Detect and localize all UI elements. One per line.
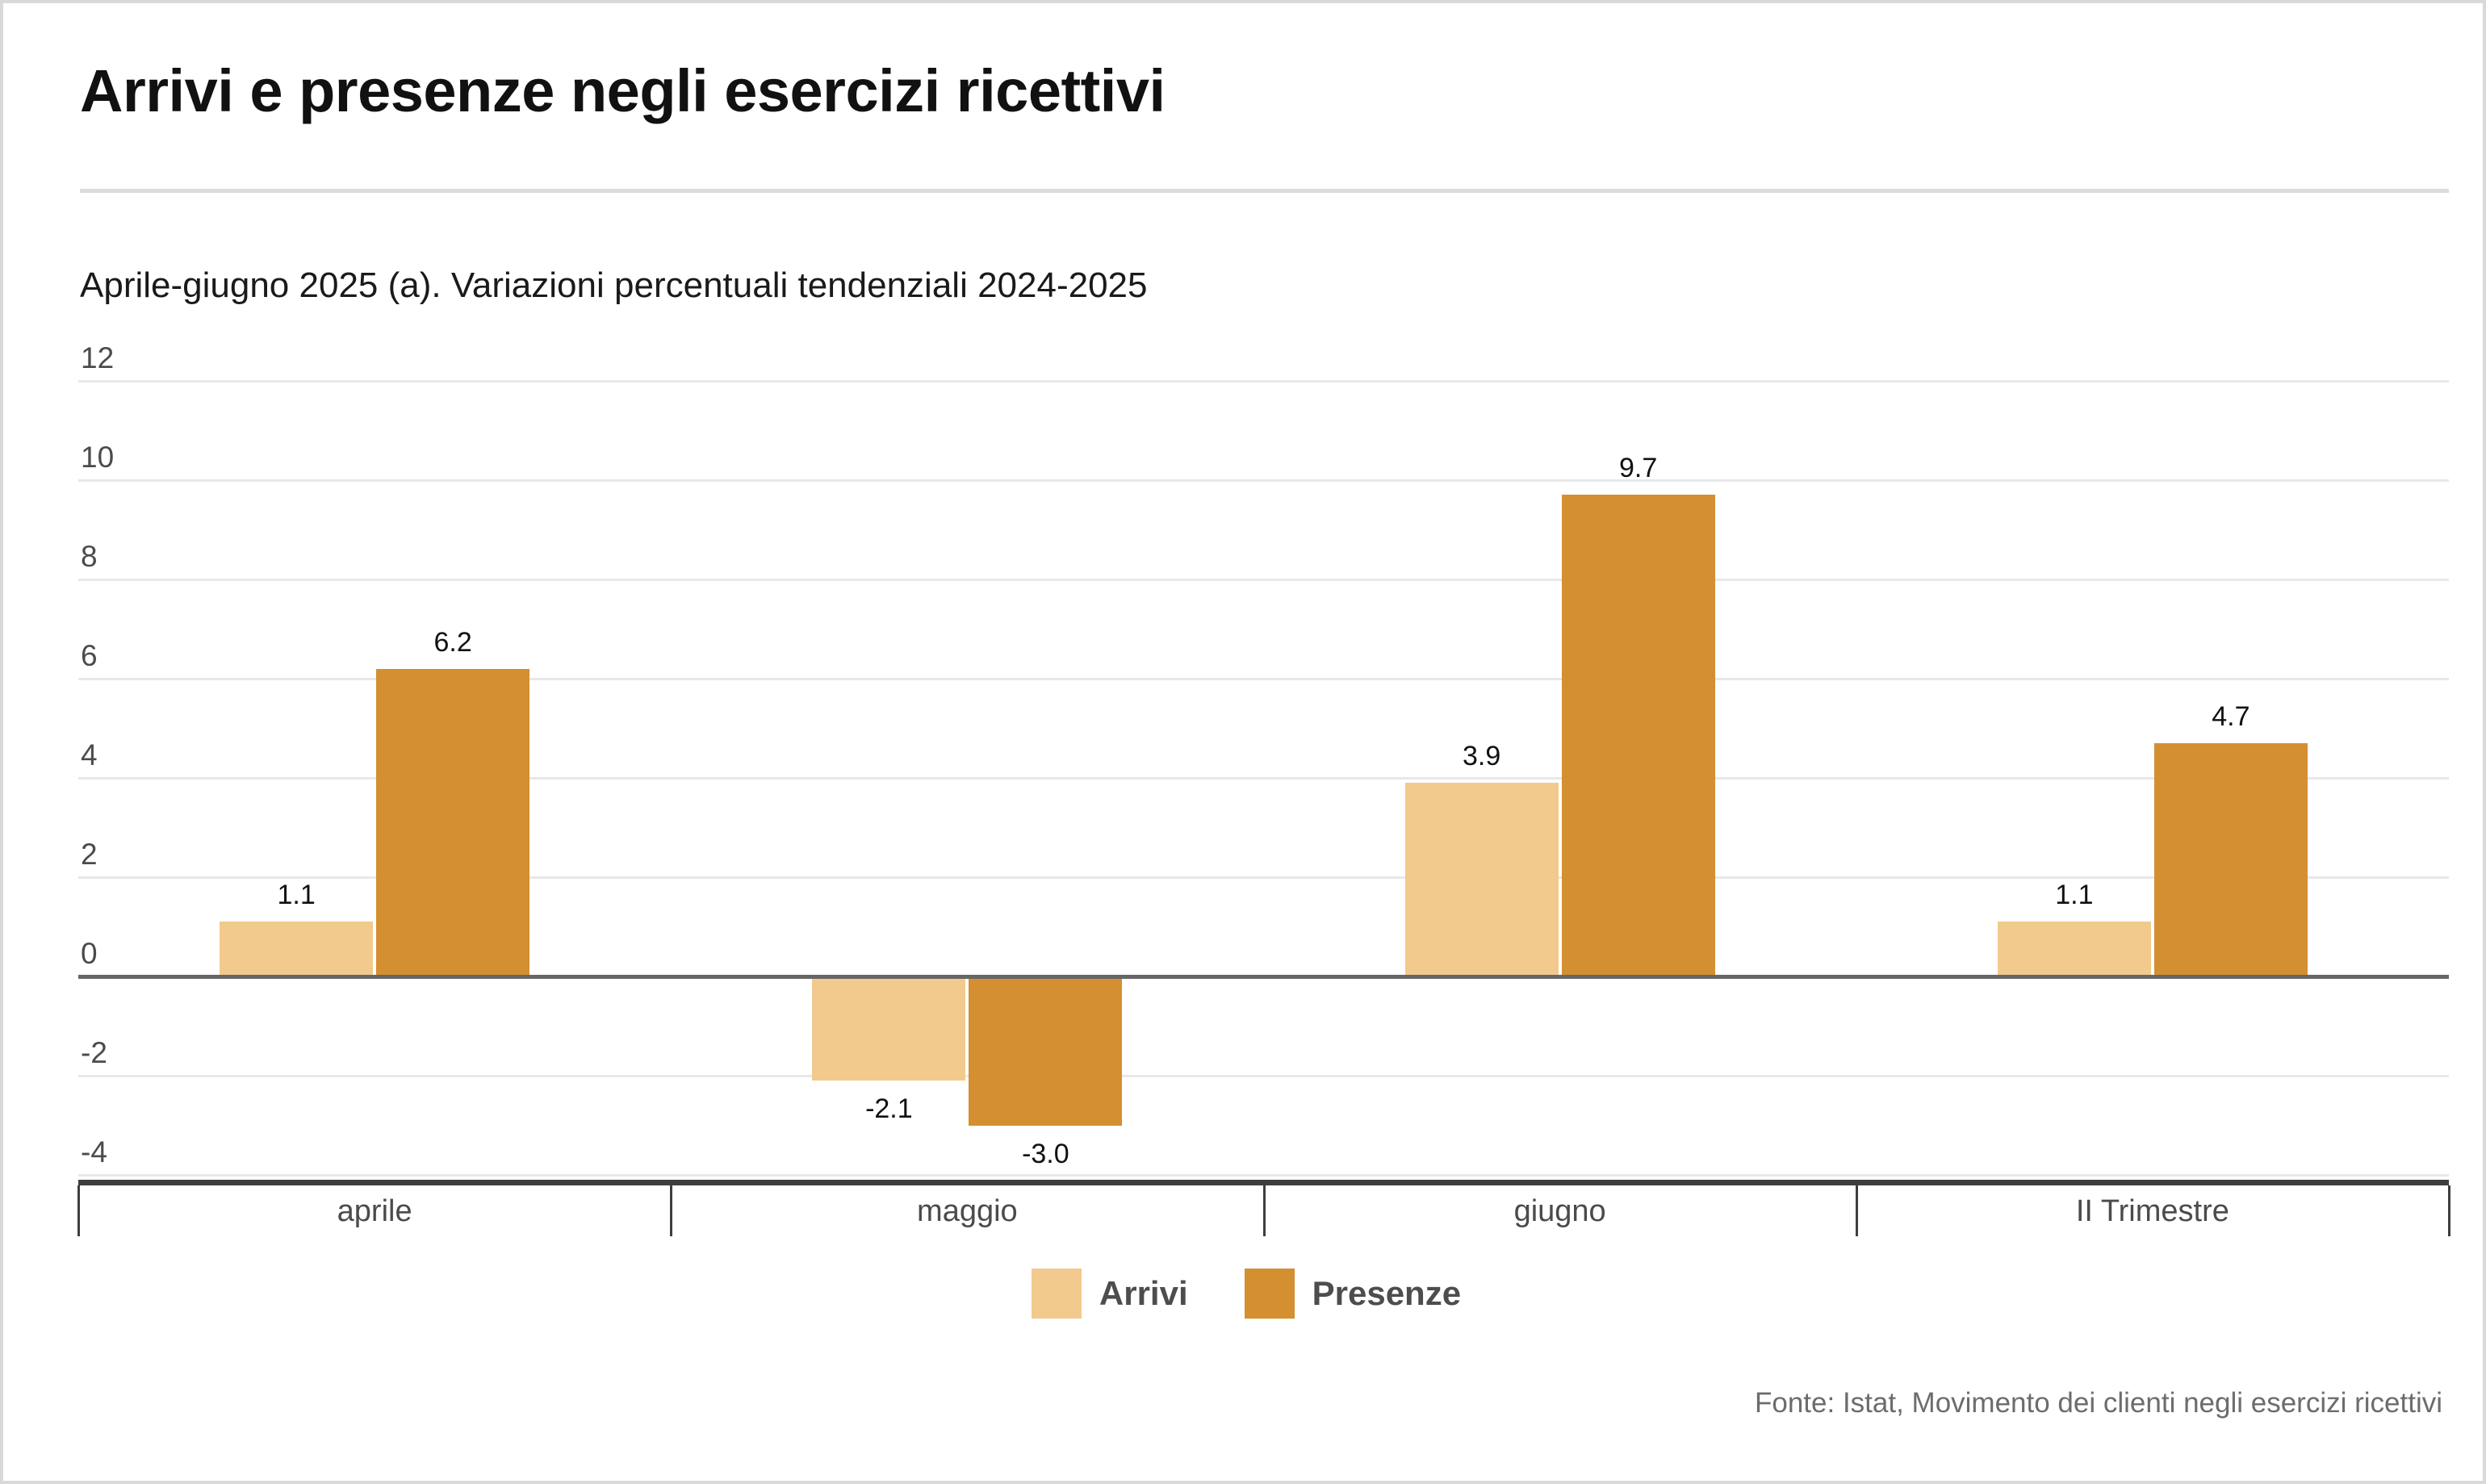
category-divider-4 <box>2448 1185 2450 1236</box>
gridline-8 <box>78 579 2449 581</box>
legend-item-presenze: Presenze <box>1244 1269 1462 1319</box>
zero-line <box>78 975 2449 979</box>
category-label-aprile: aprile <box>337 1194 412 1228</box>
y-tick-label-4: 4 <box>81 738 98 771</box>
legend-item-arrivi: Arrivi <box>1031 1269 1188 1319</box>
y-tick-label--2: -2 <box>81 1036 107 1069</box>
source-note: Fonte: Istat, Movimento dei clienti negl… <box>1755 1387 2442 1419</box>
title-divider <box>80 189 2449 193</box>
category-label-giugno: giugno <box>1513 1194 1606 1228</box>
bar-presenze-maggio <box>969 976 1123 1126</box>
gridline-12 <box>78 380 2449 382</box>
y-tick-label-2: 2 <box>81 838 98 871</box>
value-label-arrivi-1: -2.1 <box>865 1093 913 1125</box>
value-label-presenze-0: 6.2 <box>433 626 472 658</box>
gridline-6 <box>78 678 2449 680</box>
y-tick-label-6: 6 <box>81 639 98 672</box>
legend-label-arrivi: Arrivi <box>1099 1274 1188 1312</box>
value-label-presenze-1: -3.0 <box>1022 1138 1069 1169</box>
value-label-arrivi-3: 1.1 <box>2055 880 2094 911</box>
gridline-2 <box>78 876 2449 879</box>
gridline-4 <box>78 777 2449 780</box>
legend-label-presenze: Presenze <box>1312 1274 1462 1312</box>
category-divider-2 <box>1262 1185 1266 1236</box>
gridline--2 <box>78 1075 2449 1077</box>
legend-swatch-arrivi <box>1031 1269 1082 1319</box>
bar-arrivi-giugno <box>1404 783 1559 976</box>
category-label-ii-trimestre: II Trimestre <box>2075 1194 2229 1228</box>
y-tick-label-0: 0 <box>81 937 98 970</box>
bar-arrivi-ii-trimestre <box>1997 922 2151 976</box>
legend: Arrivi Presenze <box>3 1267 2483 1320</box>
chart-title: Arrivi e presenze negli esercizi ricetti… <box>80 57 1166 124</box>
bar-presenze-ii-trimestre <box>2153 742 2308 976</box>
y-tick-label-12: 12 <box>81 341 115 374</box>
value-label-presenze-2: 9.7 <box>1618 453 1658 484</box>
value-label-presenze-3: 4.7 <box>2212 700 2250 732</box>
bar-arrivi-aprile <box>220 922 374 976</box>
category-label-maggio: maggio <box>917 1194 1018 1228</box>
gridline-10 <box>78 479 2449 482</box>
y-tick-label--4: -4 <box>81 1135 107 1168</box>
chart-subtitle: Aprile-giugno 2025 (a). Variazioni perce… <box>80 265 1148 305</box>
category-divider-1 <box>670 1185 673 1236</box>
plot-area: -4 -2 0 2 4 6 8 10 12 1.1 -2.1 3.9 1.1 6.2 -3.0 9.7 4.7 a… <box>3 3 2483 1481</box>
y-tick-label-10: 10 <box>81 441 115 474</box>
bar-presenze-giugno <box>1561 495 1715 976</box>
legend-swatch-presenze <box>1244 1269 1295 1319</box>
gridline--4 <box>78 1174 2449 1177</box>
value-label-arrivi-0: 1.1 <box>277 880 316 911</box>
y-tick-label-8: 8 <box>81 540 98 573</box>
category-divider-3 <box>1855 1185 1858 1236</box>
category-divider-0 <box>77 1185 80 1236</box>
bar-presenze-aprile <box>376 668 530 976</box>
bar-arrivi-maggio <box>812 976 966 1081</box>
value-label-arrivi-2: 3.9 <box>1462 741 1501 772</box>
x-axis-line <box>78 1180 2449 1185</box>
